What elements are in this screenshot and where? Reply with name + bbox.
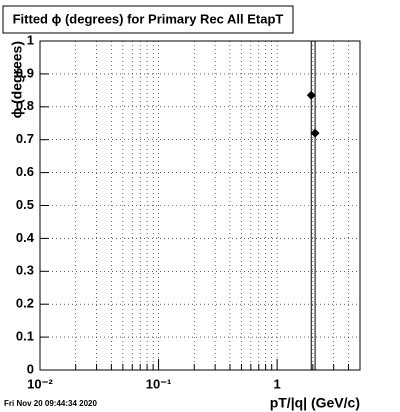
y-tick-label: 0.8 (16, 98, 34, 113)
y-tick-label: 1 (27, 32, 34, 47)
y-tick-label: 0.7 (16, 131, 34, 146)
point (310, 128, 320, 138)
x-tick-label: 10⁻¹ (146, 376, 172, 391)
point (306, 90, 316, 100)
chart-title: Fitted ϕ (degrees) for Primary Rec All E… (13, 11, 284, 26)
y-axis-label: ϕ (degrees) (9, 41, 25, 118)
y-tick-label: 0.1 (16, 329, 34, 344)
x-axis-label: pT/|q| (GeV/c) (270, 395, 360, 411)
y-tick-label: 0.5 (16, 197, 34, 212)
x-tick-label: 1 (274, 376, 281, 391)
y-tick-label: 0.2 (16, 296, 34, 311)
y-tick-label: 0 (27, 361, 34, 376)
title-box (2, 5, 294, 34)
y-tick-label: 0.4 (16, 230, 35, 245)
y-tick-label: 0.9 (16, 65, 34, 80)
y-tick-label: 0.6 (16, 164, 34, 179)
footer-date: Fri Nov 20 09:44:34 2020 (4, 399, 97, 408)
y-tick-label: 0.3 (16, 263, 34, 278)
plot-frame (39, 40, 361, 371)
x-tick-label: 10⁻² (27, 376, 53, 391)
